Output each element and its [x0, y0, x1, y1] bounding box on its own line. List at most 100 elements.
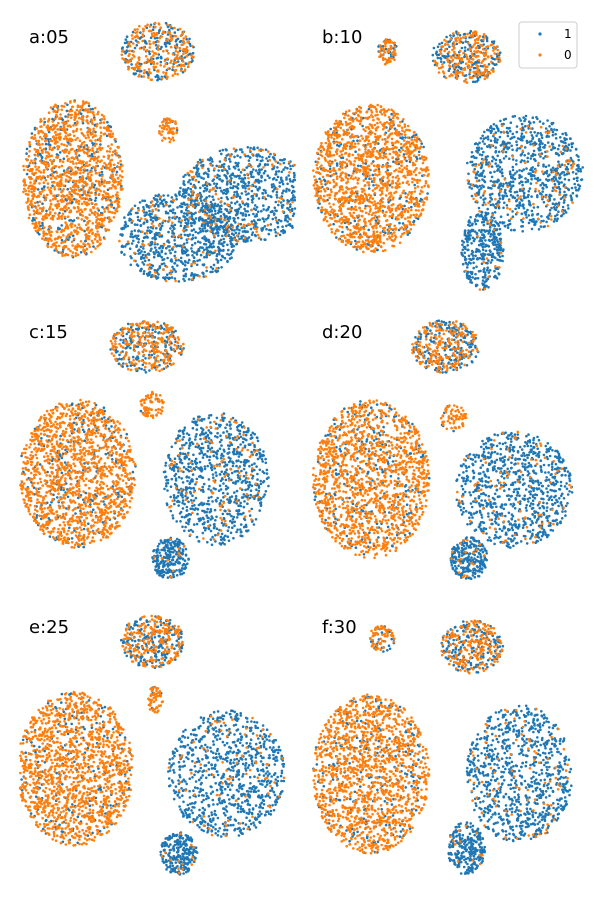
point-1 [530, 134, 534, 137]
point-1 [143, 199, 147, 203]
point-0 [62, 184, 65, 187]
point-0 [54, 133, 58, 137]
point-0 [103, 207, 106, 211]
point-1 [191, 237, 195, 240]
point-1 [266, 216, 270, 220]
point-1 [164, 210, 168, 214]
point-0 [66, 197, 69, 200]
point-0 [38, 146, 42, 149]
point-1 [232, 216, 235, 220]
point-0 [96, 240, 99, 244]
point-1 [166, 276, 170, 280]
point-0 [47, 164, 50, 168]
point-1 [249, 239, 253, 242]
point-1 [213, 182, 216, 185]
point-1 [255, 158, 259, 162]
point-0 [51, 198, 55, 201]
point-0 [203, 208, 207, 211]
point-1 [511, 165, 515, 169]
point-0 [88, 186, 92, 189]
point-0 [131, 207, 134, 210]
point-1 [173, 211, 177, 215]
point-1 [275, 193, 279, 197]
point-1 [282, 158, 286, 161]
point-1 [234, 221, 237, 224]
point-0 [171, 136, 175, 139]
point-0 [65, 155, 69, 158]
point-1 [199, 253, 203, 257]
point-1 [554, 176, 557, 179]
point-1 [291, 214, 295, 218]
point-0 [89, 110, 92, 114]
point-0 [37, 222, 41, 225]
point-1 [564, 141, 567, 145]
point-1 [285, 178, 288, 181]
point-1 [506, 213, 510, 216]
point-1 [201, 184, 205, 187]
point-0 [136, 28, 139, 31]
point-0 [237, 222, 241, 226]
point-1 [251, 194, 255, 198]
point-1 [550, 148, 553, 152]
point-1 [148, 52, 151, 56]
point-0 [93, 156, 96, 159]
point-1 [556, 167, 559, 170]
point-1 [574, 186, 577, 189]
point-1 [209, 245, 212, 249]
point-0 [37, 204, 40, 207]
point-1 [498, 221, 502, 224]
point-1 [202, 263, 205, 267]
point-1 [142, 272, 146, 276]
point-0 [51, 120, 55, 123]
point-1 [135, 44, 139, 47]
point-0 [53, 194, 57, 197]
point-1 [25, 147, 29, 151]
point-1 [36, 231, 40, 234]
point-1 [210, 203, 214, 206]
point-0 [53, 242, 56, 245]
point-1 [218, 174, 221, 178]
point-1 [87, 104, 91, 108]
point-1 [252, 219, 256, 222]
point-0 [100, 213, 104, 217]
point-0 [131, 219, 134, 223]
point-1 [140, 255, 143, 259]
point-0 [148, 39, 151, 43]
point-1 [468, 186, 472, 189]
point-1 [567, 162, 570, 166]
point-1 [566, 187, 570, 191]
point-0 [100, 178, 103, 181]
point-1 [557, 210, 560, 213]
point-1 [484, 249, 488, 253]
point-0 [94, 247, 97, 250]
point-0 [171, 74, 175, 77]
point-1 [66, 187, 69, 191]
point-0 [83, 168, 86, 171]
point-1 [515, 140, 518, 143]
point-0 [194, 196, 198, 200]
point-1 [207, 209, 210, 212]
point-0 [248, 223, 251, 226]
point-1 [467, 172, 470, 176]
point-0 [78, 139, 82, 142]
point-0 [52, 127, 56, 130]
point-0 [66, 115, 70, 119]
point-0 [69, 173, 73, 176]
point-1 [177, 191, 181, 195]
point-0 [41, 237, 44, 240]
point-0 [111, 132, 115, 136]
point-1 [420, 142, 424, 145]
point-1 [206, 220, 209, 224]
point-0 [74, 230, 77, 234]
point-0 [276, 232, 280, 235]
point-1 [530, 177, 533, 181]
point-1 [353, 219, 357, 223]
point-1 [200, 199, 203, 202]
point-0 [56, 128, 59, 131]
point-1 [250, 198, 254, 202]
point-0 [53, 165, 56, 168]
point-0 [27, 175, 31, 179]
point-0 [82, 242, 85, 245]
point-1 [530, 174, 534, 178]
point-0 [66, 168, 69, 172]
